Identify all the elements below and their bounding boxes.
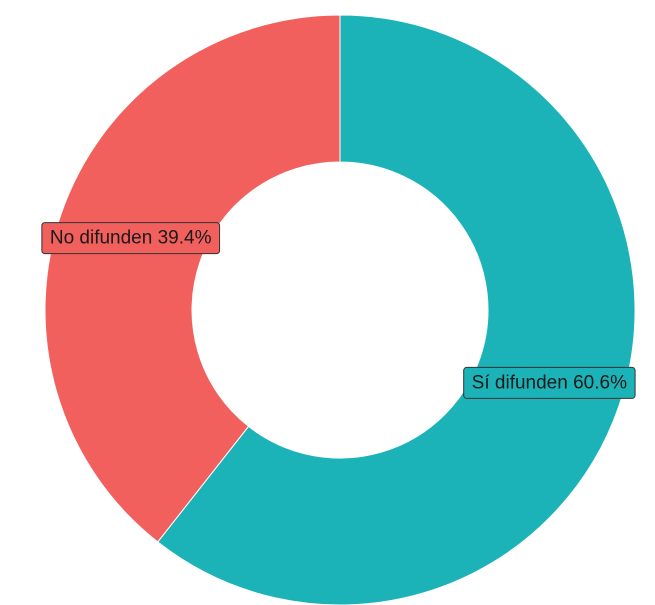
slice-label: Sí difunden 60.6% xyxy=(463,366,636,399)
value-label: 39.4% xyxy=(158,228,212,249)
data-label: Sí difunden 60.6% xyxy=(472,372,627,393)
label-box xyxy=(463,366,636,399)
donut-slice xyxy=(157,14,636,605)
value-label: 60.6% xyxy=(573,372,627,393)
label-box xyxy=(41,222,221,255)
donut-slice xyxy=(44,14,341,543)
category-name: Sí difunden xyxy=(472,372,568,393)
data-label: No difunden 39.4% xyxy=(50,228,212,249)
slice-label: No difunden 39.4% xyxy=(41,222,221,255)
category-name: No difunden xyxy=(50,228,152,249)
